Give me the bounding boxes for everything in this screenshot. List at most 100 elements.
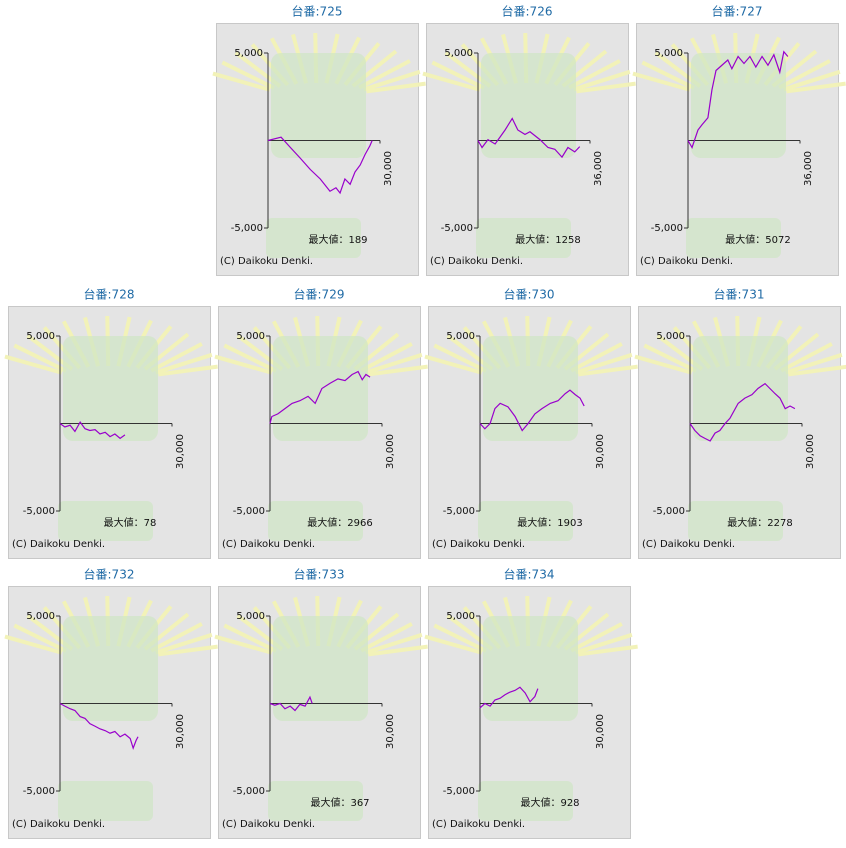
decor-ray — [643, 343, 697, 373]
decor-ray — [365, 352, 423, 375]
decor-ray — [4, 634, 63, 655]
y-tick-label: 5,000 — [236, 611, 265, 622]
decor-ray — [424, 634, 483, 655]
decor-ray — [360, 622, 413, 653]
chart-panel: 台番:728 5,000 -5,000 30,000 最大値：78 (C) Daikoku… — [4, 287, 218, 559]
decor-ray — [363, 69, 421, 92]
decor-ray — [780, 342, 833, 373]
decor-ray — [150, 342, 203, 373]
decor-ray — [360, 342, 413, 373]
chart-panel: 台番:725 5,000 -5,000 30,000 最大値：189 (C) Daikok… — [212, 4, 426, 276]
y-tick-label: -5,000 — [441, 223, 473, 234]
chart-panel: 台番:734 5,000 -5,000 30,000 最大値：928 (C) Daikok… — [424, 567, 638, 839]
data-line — [479, 686, 539, 709]
chart-title: 台番:730 — [504, 287, 555, 302]
decor-ray — [212, 71, 271, 92]
decor-ray — [578, 364, 638, 377]
data-line — [689, 382, 796, 442]
decor-ray — [578, 644, 638, 657]
data-line — [269, 695, 313, 712]
decor-ray — [570, 342, 623, 373]
decor-box — [483, 336, 578, 441]
chart-panel: 台番:732 5,000 -5,000 30,000 (C) Daikoku Denki… — [4, 567, 218, 839]
x-tick-label: 30,000 — [383, 151, 394, 186]
decor-ray — [575, 632, 633, 655]
decor-ray — [368, 644, 428, 657]
y-tick-label: -5,000 — [23, 786, 55, 797]
decor-ray — [568, 59, 621, 90]
y-tick-label: -5,000 — [651, 223, 683, 234]
max-value-label: 最大値：1258 — [515, 233, 580, 246]
x-tick-label: 30,000 — [595, 714, 606, 749]
decor-tray — [268, 501, 363, 541]
decor-box — [271, 53, 366, 158]
decor-tray — [478, 501, 573, 541]
y-tick-label: -5,000 — [233, 506, 265, 517]
decor-ray — [214, 634, 273, 655]
x-tick-label: 30,000 — [805, 434, 816, 469]
y-tick-label: 5,000 — [446, 331, 475, 342]
chart-panel: 台番:730 5,000 -5,000 30,000 最大値：1903 (C) Daiko… — [424, 287, 638, 559]
chart-panel: 台番:733 5,000 -5,000 30,000 最大値：367 (C) Daikok… — [214, 567, 428, 839]
decor-ray — [365, 632, 423, 655]
decor-ray — [786, 81, 846, 94]
y-tick-label: 5,000 — [654, 48, 683, 59]
decor-box — [63, 336, 158, 441]
y-tick-label: -5,000 — [443, 506, 475, 517]
x-tick-label: 30,000 — [595, 434, 606, 469]
decor-ray — [155, 632, 213, 655]
max-value-label: 最大値：928 — [520, 796, 579, 809]
decor-tray — [688, 501, 783, 541]
copyright: (C) Daikoku Denki. — [220, 256, 313, 267]
copyright: (C) Daikoku Denki. — [12, 539, 105, 550]
decor-ray — [13, 623, 67, 653]
chart-panel: 台番:727 5,000 -5,000 36,000 最大値：5072 (C) Daiko… — [632, 4, 846, 276]
decor-box — [481, 53, 576, 158]
chart-panel: 台番:729 5,000 -5,000 30,000 最大値：2966 (C) Daiko… — [214, 287, 428, 559]
decor-ray — [788, 364, 846, 377]
copyright: (C) Daikoku Denki. — [640, 256, 733, 267]
decor-ray — [422, 71, 481, 92]
y-tick-label: -5,000 — [23, 506, 55, 517]
decor-box — [691, 53, 786, 158]
chart-title: 台番:731 — [714, 287, 765, 302]
y-tick-label: 5,000 — [446, 611, 475, 622]
decor-ray — [433, 623, 487, 653]
decor-tray — [266, 218, 361, 258]
decor-ray — [431, 60, 485, 90]
decor-tray — [58, 781, 153, 821]
y-tick-label: 5,000 — [26, 611, 55, 622]
decor-ray — [221, 60, 275, 90]
x-tick-label: 36,000 — [593, 151, 604, 186]
decor-ray — [570, 622, 623, 653]
copyright: (C) Daikoku Denki. — [642, 539, 735, 550]
max-value-label: 最大値：2966 — [307, 516, 372, 529]
decor-ray — [223, 343, 277, 373]
decor-ray — [366, 81, 426, 94]
y-tick-label: 5,000 — [234, 48, 263, 59]
decor-ray — [368, 364, 428, 377]
y-tick-label: 5,000 — [236, 331, 265, 342]
data-line — [59, 421, 126, 440]
decor-ray — [155, 352, 213, 375]
decor-ray — [778, 59, 831, 90]
chart-title: 台番:728 — [84, 287, 135, 302]
x-tick-label: 30,000 — [385, 714, 396, 749]
copyright: (C) Daikoku Denki. — [12, 819, 105, 830]
y-tick-label: 5,000 — [656, 331, 685, 342]
decor-tray — [476, 218, 571, 258]
decor-tray — [478, 781, 573, 821]
decor-ray — [785, 352, 843, 375]
y-tick-label: 5,000 — [26, 331, 55, 342]
decor-ray — [13, 343, 67, 373]
decor-tray — [58, 501, 153, 541]
max-value-label: 最大値：2278 — [727, 516, 792, 529]
max-value-label: 最大値：367 — [310, 796, 369, 809]
decor-ray — [358, 59, 411, 90]
chart-title: 台番:725 — [292, 4, 343, 19]
decor-box — [273, 616, 368, 721]
x-tick-label: 30,000 — [385, 434, 396, 469]
y-tick-label: 5,000 — [444, 48, 473, 59]
decor-ray — [433, 343, 487, 373]
